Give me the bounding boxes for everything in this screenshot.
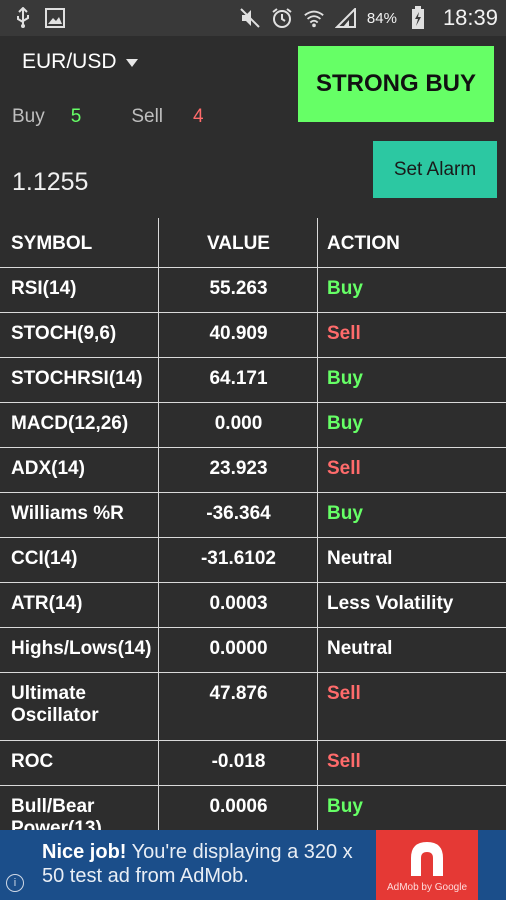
symbol-cell: Highs/Lows(14)	[0, 628, 159, 672]
current-price: 1.1255	[12, 168, 89, 196]
column-header-value: VALUE	[159, 218, 318, 267]
ad-text: Nice job! You're displaying a 320 x 50 t…	[42, 840, 372, 888]
sell-count-label: Sell	[131, 106, 164, 127]
symbol-cell: RSI(14)	[0, 268, 159, 312]
action-cell: Less Volatility	[327, 593, 454, 614]
admob-brand-text: AdMob by Google	[386, 881, 468, 893]
wifi-icon	[303, 7, 325, 29]
value-cell: 0.000	[159, 403, 318, 447]
symbol-cell: Williams %R	[0, 493, 159, 537]
battery-icon	[407, 6, 429, 29]
action-cell: Buy	[327, 503, 363, 524]
sell-count-value: 4	[193, 106, 204, 127]
symbol-cell: STOCHRSI(14)	[0, 358, 159, 402]
dropdown-caret-icon	[125, 50, 139, 74]
value-cell: 0.0006	[159, 786, 318, 846]
value-cell: 0.0000	[159, 628, 318, 672]
action-cell: Sell	[327, 458, 361, 479]
action-cell: Sell	[327, 683, 361, 704]
value-cell: 47.876	[159, 673, 318, 740]
column-header-symbol: SYMBOL	[0, 218, 159, 267]
action-cell: Neutral	[327, 548, 393, 569]
table-row: ROC -0.018 Sell	[0, 741, 506, 786]
symbol-cell: ATR(14)	[0, 583, 159, 627]
table-row: ADX(14) 23.923 Sell	[0, 448, 506, 493]
strong-buy-signal-button[interactable]: STRONG BUY	[298, 46, 494, 122]
buy-sell-counts: Buy 5 Sell 4	[12, 106, 204, 128]
table-row: ATR(14) 0.0003 Less Volatility	[0, 583, 506, 628]
currency-pair-dropdown[interactable]: EUR/USD	[22, 50, 139, 74]
action-cell: Neutral	[327, 638, 393, 659]
value-cell: 55.263	[159, 268, 318, 312]
currency-pair-label: EUR/USD	[22, 50, 117, 73]
symbol-cell: Ultimate Oscillator	[0, 673, 159, 740]
action-cell: Buy	[327, 796, 363, 817]
admob-logo[interactable]: AdMob by Google	[376, 830, 478, 900]
admob-logo-icon	[411, 841, 443, 876]
status-bar: 84% 18:39	[0, 0, 506, 36]
table-row: STOCH(9,6) 40.909 Sell	[0, 313, 506, 358]
table-row: Williams %R -36.364 Buy	[0, 493, 506, 538]
indicators-table: SYMBOL VALUE ACTION RSI(14) 55.263 Buy S…	[0, 218, 506, 847]
symbol-cell: ADX(14)	[0, 448, 159, 492]
value-cell: -31.6102	[159, 538, 318, 582]
value-cell: 0.0003	[159, 583, 318, 627]
value-cell: 40.909	[159, 313, 318, 357]
action-cell: Buy	[327, 368, 363, 389]
ad-edge	[478, 830, 506, 900]
symbol-cell: ROC	[0, 741, 159, 785]
usb-icon	[12, 7, 34, 29]
table-row: RSI(14) 55.263 Buy	[0, 268, 506, 313]
action-cell: Buy	[327, 278, 363, 299]
info-icon[interactable]: i	[6, 874, 24, 892]
alarm-icon	[271, 7, 293, 29]
signal-icon	[334, 7, 357, 29]
table-row: Ultimate Oscillator 47.876 Sell	[0, 673, 506, 741]
ad-banner[interactable]: Nice job! You're displaying a 320 x 50 t…	[0, 830, 506, 900]
table-row: Highs/Lows(14) 0.0000 Neutral	[0, 628, 506, 673]
action-cell: Sell	[327, 751, 361, 772]
image-icon	[44, 7, 66, 29]
table-row: STOCHRSI(14) 64.171 Buy	[0, 358, 506, 403]
battery-percent: 84%	[366, 9, 397, 27]
buy-count-label: Buy	[12, 106, 45, 127]
action-cell: Buy	[327, 413, 363, 434]
table-header-row: SYMBOL VALUE ACTION	[0, 218, 506, 268]
column-header-action: ACTION	[327, 233, 400, 254]
value-cell: -36.364	[159, 493, 318, 537]
symbol-cell: STOCH(9,6)	[0, 313, 159, 357]
set-alarm-button[interactable]: Set Alarm	[373, 141, 497, 198]
ad-body: You're displaying a 320 x 50 test ad fro…	[42, 841, 353, 887]
ad-title: Nice job!	[42, 841, 127, 863]
value-cell: -0.018	[159, 741, 318, 785]
table-row: MACD(12,26) 0.000 Buy	[0, 403, 506, 448]
clock: 18:39	[442, 5, 498, 30]
action-cell: Sell	[327, 323, 361, 344]
buy-count-value: 5	[70, 106, 82, 127]
table-row: CCI(14) -31.6102 Neutral	[0, 538, 506, 583]
symbol-cell: MACD(12,26)	[0, 403, 159, 447]
symbol-cell: CCI(14)	[0, 538, 159, 582]
value-cell: 64.171	[159, 358, 318, 402]
mute-icon	[239, 7, 261, 29]
value-cell: 23.923	[159, 448, 318, 492]
